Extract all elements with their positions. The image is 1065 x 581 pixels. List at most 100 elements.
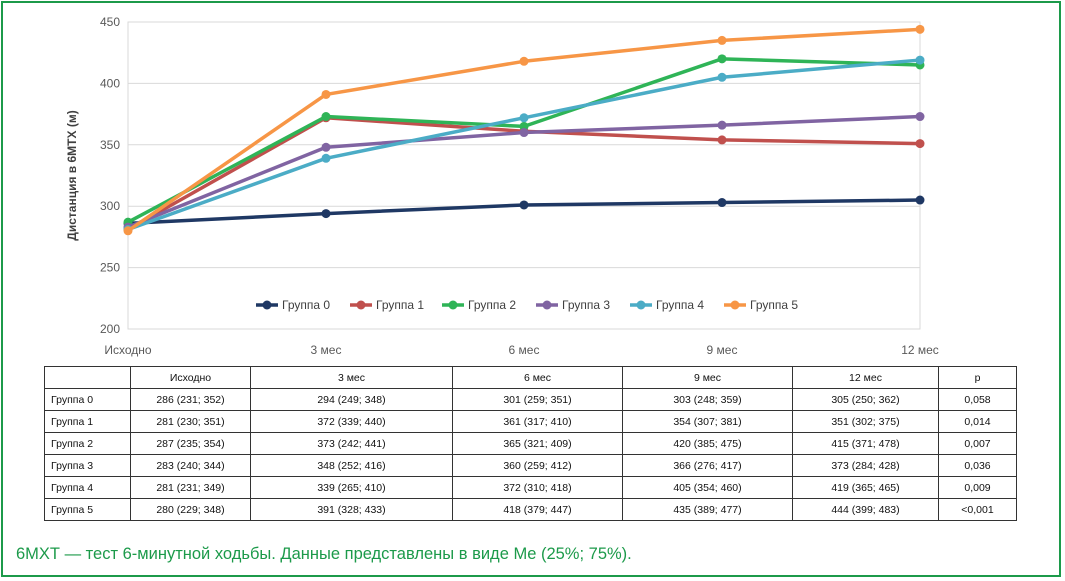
x-tick-label: 9 мес	[707, 343, 738, 357]
table-cell: 405 (354; 460)	[622, 476, 793, 499]
table-cell: 354 (307; 381)	[622, 410, 793, 433]
table-header-cell: p	[938, 366, 1017, 389]
legend-label: Группа 2	[468, 298, 516, 312]
y-tick-label: 300	[100, 199, 120, 213]
data-point-group-5	[123, 226, 133, 236]
table-cell: 391 (328; 433)	[250, 498, 453, 521]
table-row: Группа 2 287 (235; 354) 373 (242; 441) 365 …	[44, 432, 1017, 455]
table-cell: <0,001	[938, 498, 1017, 521]
table-cell: 415 (371; 478)	[792, 432, 939, 455]
x-tick-label: 12 мес	[901, 343, 939, 357]
table-cell: 435 (389; 477)	[622, 498, 793, 521]
legend-label: Группа 0	[282, 298, 330, 312]
legend-marker-0	[262, 300, 272, 310]
data-point-group-2	[717, 54, 727, 64]
table-row: Группа 4 281 (231; 349) 339 (265; 410) 372 …	[44, 476, 1017, 499]
table-cell: 420 (385; 475)	[622, 432, 793, 455]
table-cell: 351 (302; 375)	[792, 410, 939, 433]
data-point-group-5	[915, 24, 925, 34]
data-point-group-5	[717, 35, 727, 45]
y-tick-label: 450	[100, 15, 120, 29]
data-point-group-4	[519, 113, 529, 123]
data-point-group-5	[321, 89, 331, 99]
table-header-cell: 3 мес	[250, 366, 453, 389]
table-header-cell: 9 мес	[622, 366, 793, 389]
data-point-group-0	[915, 195, 925, 205]
y-axis-label: Дистанция в 6МТХ (м)	[65, 110, 79, 240]
table-cell: 305 (250; 362)	[792, 388, 939, 411]
table-cell: 287 (235; 354)	[130, 432, 251, 455]
figure-caption: 6МХТ — тест 6-минутной ходьбы. Данные пр…	[16, 545, 632, 563]
table-cell: 365 (321; 409)	[452, 432, 623, 455]
data-point-group-3	[519, 128, 529, 138]
table-cell: 366 (276; 417)	[622, 454, 793, 477]
table-header-cell: Исходно	[130, 366, 251, 389]
legend-marker-2	[448, 300, 458, 310]
data-point-group-0	[519, 200, 529, 210]
data-point-group-2	[321, 112, 331, 122]
table-cell: 339 (265; 410)	[250, 476, 453, 499]
table-cell: 372 (310; 418)	[452, 476, 623, 499]
x-tick-label: 3 мес	[311, 343, 342, 357]
table-cell: 280 (229; 348)	[130, 498, 251, 521]
legend-marker-1	[356, 300, 366, 310]
data-table: Исходно 3 мес 6 мес 9 мес 12 мес p Групп…	[44, 366, 1017, 521]
y-tick-label: 200	[100, 322, 120, 336]
table-row: Группа 0 286 (231; 352) 294 (249; 348) 301 …	[44, 388, 1017, 411]
data-point-group-3	[717, 120, 727, 130]
table-cell: 373 (242; 441)	[250, 432, 453, 455]
legend-label: Группа 4	[656, 298, 704, 312]
data-point-group-0	[321, 209, 331, 219]
y-tick-label: 400	[100, 76, 120, 90]
data-point-group-1	[717, 135, 727, 145]
legend-label: Группа 5	[750, 298, 798, 312]
legend-marker-5	[730, 300, 740, 310]
table-cell: 360 (259; 412)	[452, 454, 623, 477]
x-tick-label: Исходно	[104, 343, 152, 357]
table-cell: 444 (399; 483)	[792, 498, 939, 521]
table-row-label: Группа 1	[44, 410, 131, 433]
table-header-cell: 6 мес	[452, 366, 623, 389]
table-header-row: Исходно 3 мес 6 мес 9 мес 12 мес p	[44, 366, 1017, 389]
legend-marker-4	[636, 300, 646, 310]
table-row-label: Группа 0	[44, 388, 131, 411]
table-cell: 361 (317; 410)	[452, 410, 623, 433]
table-row-label: Группа 5	[44, 498, 131, 521]
legend-label: Группа 3	[562, 298, 610, 312]
data-point-group-3	[321, 142, 331, 152]
legend-marker-3	[542, 300, 552, 310]
table-header-cell: 12 мес	[792, 366, 939, 389]
table-row-label: Группа 2	[44, 432, 131, 455]
table-cell: 0,058	[938, 388, 1017, 411]
data-point-group-1	[915, 139, 925, 149]
data-point-group-4	[717, 72, 727, 82]
table-cell: 294 (249; 348)	[250, 388, 453, 411]
table-cell: 418 (379; 447)	[452, 498, 623, 521]
table-cell: 372 (339; 440)	[250, 410, 453, 433]
table-header-cell	[44, 366, 131, 389]
table-cell: 419 (365; 465)	[792, 476, 939, 499]
table-row: Группа 3 283 (240; 344) 348 (252; 416) 360 …	[44, 454, 1017, 477]
table-cell: 301 (259; 351)	[452, 388, 623, 411]
table-row: Группа 1 281 (230; 351) 372 (339; 440) 361 …	[44, 410, 1017, 433]
table-cell: 281 (230; 351)	[130, 410, 251, 433]
table-cell: 0,036	[938, 454, 1017, 477]
table-cell: 0,007	[938, 432, 1017, 455]
table-row: Группа 5 280 (229; 348) 391 (328; 433) 418 …	[44, 498, 1017, 521]
table-cell: 0,009	[938, 476, 1017, 499]
table-cell: 281 (231; 349)	[130, 476, 251, 499]
table-cell: 283 (240; 344)	[130, 454, 251, 477]
legend-label: Группа 1	[376, 298, 424, 312]
data-point-group-3	[915, 112, 925, 122]
data-point-group-0	[717, 198, 727, 208]
table-cell: 286 (231; 352)	[130, 388, 251, 411]
table-cell: 303 (248; 359)	[622, 388, 793, 411]
x-tick-label: 6 мес	[509, 343, 540, 357]
data-point-group-4	[915, 55, 925, 65]
y-tick-label: 250	[100, 261, 120, 275]
table-row-label: Группа 4	[44, 476, 131, 499]
data-point-group-4	[321, 153, 331, 163]
y-tick-label: 350	[100, 138, 120, 152]
plot-area	[127, 21, 921, 330]
data-point-group-5	[519, 56, 529, 66]
